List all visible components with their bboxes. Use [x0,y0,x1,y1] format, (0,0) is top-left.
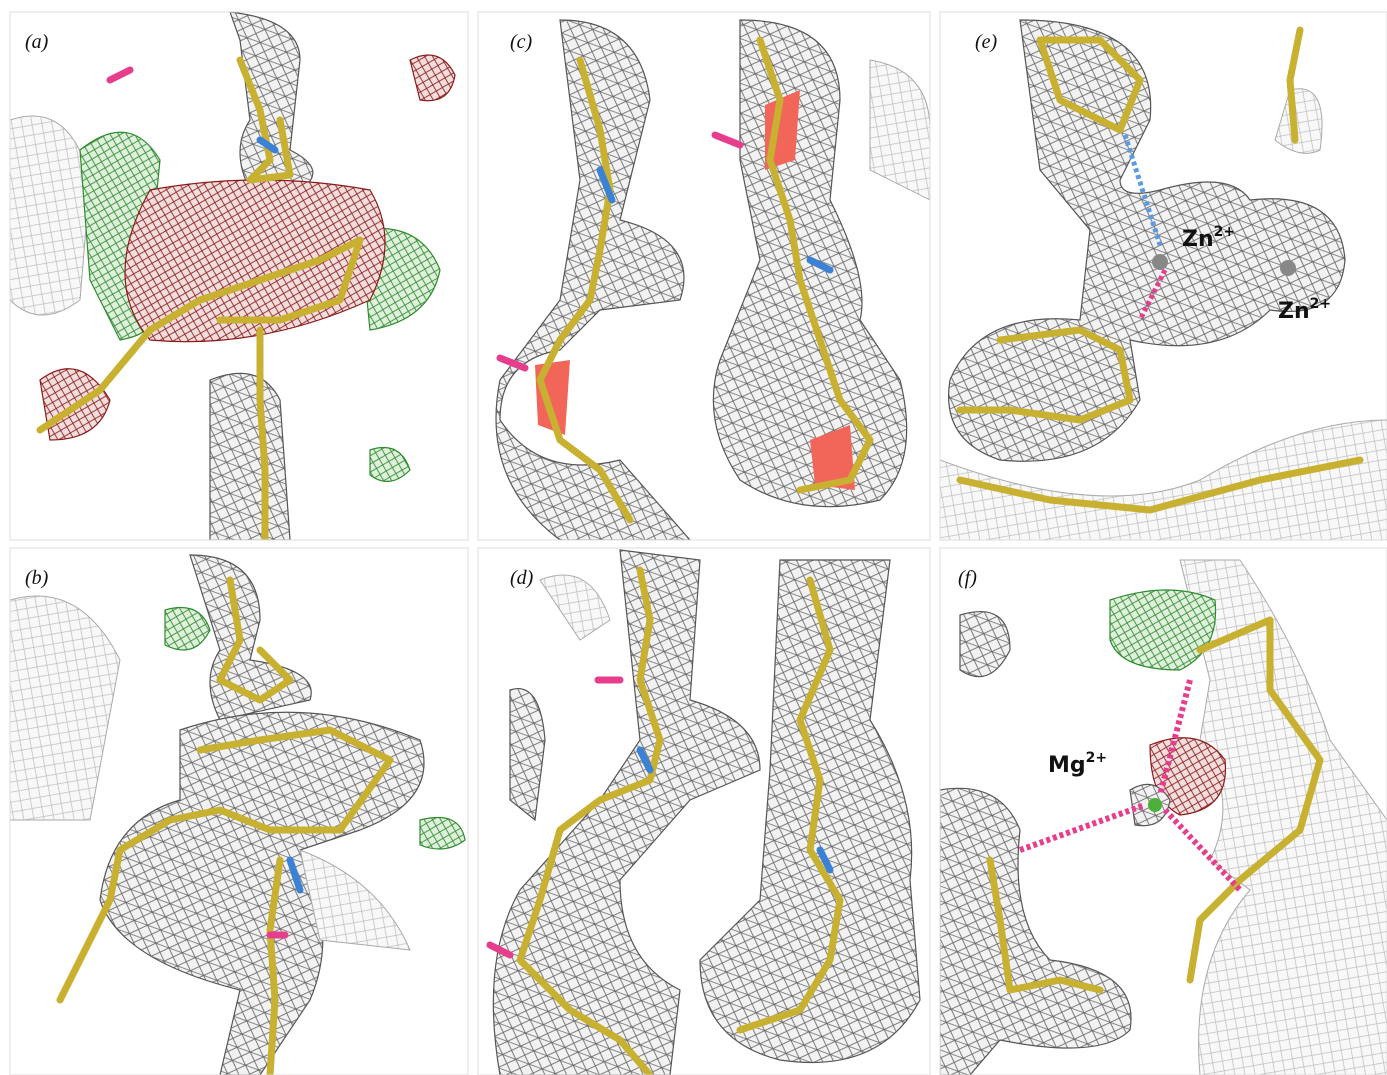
panel-b [10,555,465,1075]
panel-c [496,20,930,540]
ion-label: Mg2+ [1048,750,1107,778]
panel-label: (c) [510,31,533,53]
figure: Zn2+ Zn2+ Mg [0,0,1387,1075]
panel-e: Zn2+ Zn2+ [940,20,1387,540]
ion-label: Zn2+ [1278,296,1331,324]
panel-label: (a) [25,31,49,53]
panel-label: (e) [975,31,998,53]
panel-label: (b) [25,567,49,589]
ion: Mg [1048,753,1086,778]
panel-d [490,550,920,1075]
charge: 2+ [1310,296,1331,312]
panel-f: Mg2+ [940,560,1387,1075]
panel-a [10,12,455,540]
panel-label: (d) [510,567,534,589]
ion: Zn [1278,299,1310,324]
ion: Zn [1182,227,1214,252]
panel-label: (f) [958,567,977,589]
charge: 2+ [1086,750,1107,766]
charge: 2+ [1214,224,1235,240]
